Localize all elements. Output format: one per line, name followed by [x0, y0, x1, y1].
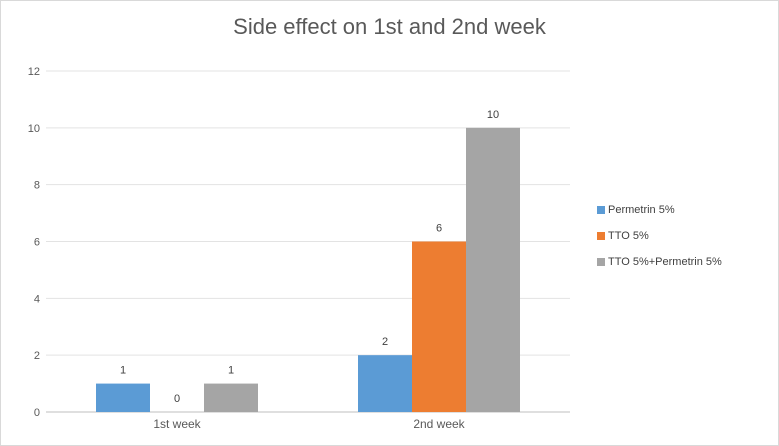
legend-swatch-permetrin	[597, 206, 605, 214]
legend-item-permetrin: Permetrin 5%	[597, 203, 722, 217]
y-tick-label: 12	[28, 66, 40, 78]
data-label: 1	[228, 365, 234, 377]
y-tick-label: 8	[34, 180, 40, 192]
data-label: 0	[174, 393, 180, 405]
legend-label-tto: TTO 5%	[608, 230, 649, 242]
bar	[466, 127, 520, 412]
legend-item-tto-permetrin: TTO 5%+Permetrin 5%	[597, 255, 722, 269]
legend-label-tto-permetrin: TTO 5%+Permetrin 5%	[608, 256, 722, 268]
legend-item-tto: TTO 5%	[597, 229, 722, 243]
bar	[204, 383, 258, 412]
bar	[96, 383, 150, 412]
bar	[358, 355, 412, 412]
x-tick-label: 1st week	[153, 417, 201, 431]
chart-title: Side effect on 1st and 2nd week	[233, 14, 546, 39]
legend-label-permetrin: Permetrin 5%	[608, 204, 675, 216]
y-tick-label: 4	[34, 293, 40, 305]
y-tick-label: 10	[28, 123, 40, 135]
data-label: 10	[487, 109, 499, 121]
y-tick-label: 6	[34, 237, 40, 249]
y-tick-label: 2	[34, 350, 40, 362]
data-label: 2	[382, 336, 388, 348]
chart-legend: Permetrin 5% TTO 5% TTO 5%+Permetrin 5%	[597, 203, 722, 281]
legend-swatch-tto-permetrin	[597, 258, 605, 266]
x-tick-label: 2nd week	[413, 417, 465, 431]
bar	[412, 241, 466, 412]
legend-swatch-tto	[597, 232, 605, 240]
data-label: 6	[436, 223, 442, 235]
y-tick-label: 0	[34, 407, 40, 419]
data-label: 1	[120, 365, 126, 377]
